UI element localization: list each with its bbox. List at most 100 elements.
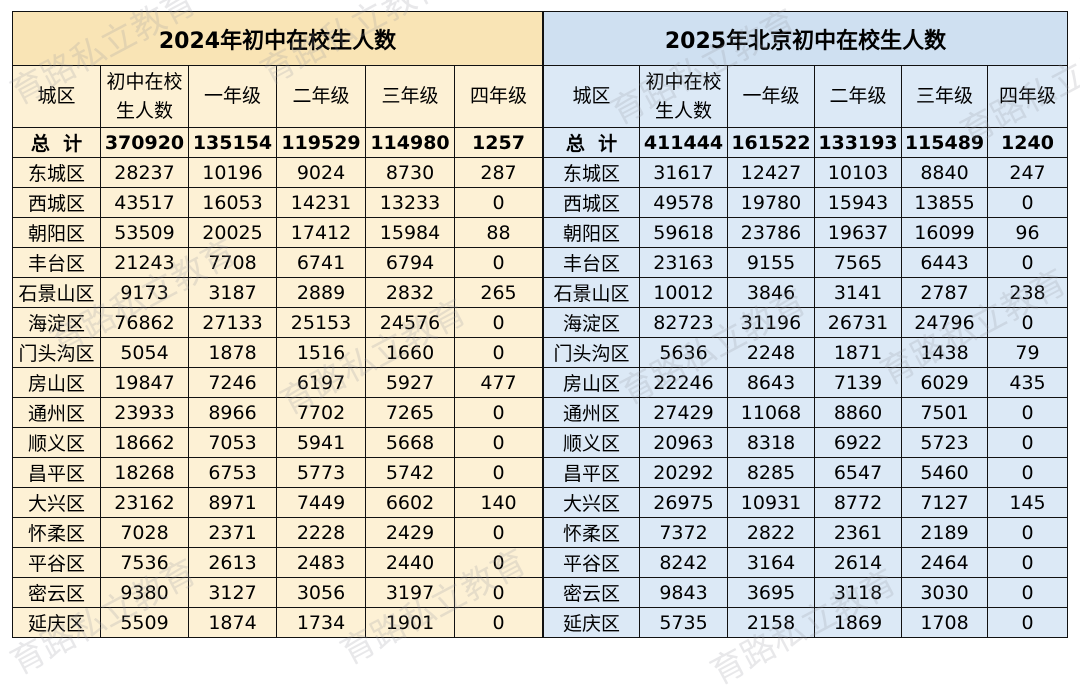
district-cell: 怀柔区	[12, 517, 101, 548]
district-cell: 大兴区	[12, 487, 101, 518]
district-cell: 丰台区	[543, 247, 640, 278]
count-cell: 7127	[901, 487, 988, 518]
total-cell: 161522	[727, 127, 815, 158]
count-cell: 6029	[901, 367, 988, 398]
column-header: 四年级	[454, 65, 543, 128]
table-row: 石景山区 10012 3846 3141 2787 238	[543, 277, 1068, 308]
count-cell: 10931	[727, 487, 815, 518]
count-cell: 8860	[814, 397, 902, 428]
table-row: 房山区 19847 7246 6197 5927 477	[12, 367, 543, 398]
count-cell: 2832	[365, 277, 455, 308]
count-cell: 247	[987, 157, 1068, 188]
count-cell: 23786	[727, 217, 815, 248]
count-cell: 0	[987, 427, 1068, 458]
count-cell: 1874	[188, 607, 277, 638]
count-cell: 0	[987, 397, 1068, 428]
district-cell: 延庆区	[543, 607, 640, 638]
count-cell: 5742	[365, 457, 455, 488]
count-cell: 17412	[276, 217, 366, 248]
count-cell: 20292	[639, 457, 728, 488]
count-cell: 7265	[365, 397, 455, 428]
district-cell: 大兴区	[543, 487, 640, 518]
count-cell: 7536	[100, 547, 189, 578]
count-cell: 9155	[727, 247, 815, 278]
count-cell: 287	[454, 157, 543, 188]
count-cell: 3056	[276, 577, 366, 608]
count-cell: 477	[454, 367, 543, 398]
district-cell: 朝阳区	[12, 217, 101, 248]
district-cell: 东城区	[543, 157, 640, 188]
count-cell: 6753	[188, 457, 277, 488]
district-cell: 顺义区	[12, 427, 101, 458]
count-cell: 10196	[188, 157, 277, 188]
count-cell: 49578	[639, 187, 728, 218]
count-cell: 25153	[276, 307, 366, 338]
table-row: 密云区 9380 3127 3056 3197 0	[12, 577, 543, 608]
table-row: 延庆区 5735 2158 1869 1708 0	[543, 607, 1068, 638]
count-cell: 59618	[639, 217, 728, 248]
count-cell: 3030	[901, 577, 988, 608]
table-row: 丰台区 23163 9155 7565 6443 0	[543, 247, 1068, 278]
count-cell: 0	[454, 337, 543, 368]
count-cell: 0	[454, 517, 543, 548]
column-header: 城区	[12, 65, 101, 128]
count-cell: 1878	[188, 337, 277, 368]
count-cell: 8730	[365, 157, 455, 188]
district-cell: 通州区	[12, 397, 101, 428]
table-row: 大兴区 23162 8971 7449 6602 140	[12, 487, 543, 518]
district-cell: 石景山区	[12, 277, 101, 308]
table-2025-title-row: 2025年北京初中在校生人数	[543, 11, 1068, 66]
table-row: 石景山区 9173 3187 2889 2832 265	[12, 277, 543, 308]
count-cell: 18662	[100, 427, 189, 458]
count-cell: 1660	[365, 337, 455, 368]
count-cell: 0	[987, 547, 1068, 578]
count-cell: 2189	[901, 517, 988, 548]
count-cell: 8966	[188, 397, 277, 428]
table-row: 通州区 27429 11068 8860 7501 0	[543, 397, 1068, 428]
count-cell: 0	[987, 607, 1068, 638]
count-cell: 7565	[814, 247, 902, 278]
count-cell: 6443	[901, 247, 988, 278]
count-cell: 2440	[365, 547, 455, 578]
count-cell: 31196	[727, 307, 815, 338]
district-cell: 西城区	[12, 187, 101, 218]
count-cell: 16053	[188, 187, 277, 218]
count-cell: 13855	[901, 187, 988, 218]
table-row: 朝阳区 53509 20025 17412 15984 88	[12, 217, 543, 248]
district-cell: 西城区	[543, 187, 640, 218]
district-cell: 平谷区	[12, 547, 101, 578]
count-cell: 28237	[100, 157, 189, 188]
count-cell: 5941	[276, 427, 366, 458]
table-row: 门头沟区 5636 2248 1871 1438 79	[543, 337, 1068, 368]
count-cell: 2361	[814, 517, 902, 548]
district-cell: 昌平区	[543, 457, 640, 488]
count-cell: 0	[454, 187, 543, 218]
table-row: 东城区 31617 12427 10103 8840 247	[543, 157, 1068, 188]
count-cell: 19780	[727, 187, 815, 218]
count-cell: 76862	[100, 307, 189, 338]
count-cell: 9380	[100, 577, 189, 608]
table-row: 朝阳区 59618 23786 19637 16099 96	[543, 217, 1068, 248]
count-cell: 6602	[365, 487, 455, 518]
total-cell: 1257	[454, 127, 543, 158]
count-cell: 19847	[100, 367, 189, 398]
count-cell: 0	[987, 187, 1068, 218]
table-row: 西城区 49578 19780 15943 13855 0	[543, 187, 1068, 218]
total-cell: 370920	[100, 127, 189, 158]
district-cell: 门头沟区	[543, 337, 640, 368]
count-cell: 7449	[276, 487, 366, 518]
count-cell: 2614	[814, 547, 902, 578]
district-cell: 房山区	[12, 367, 101, 398]
column-header: 三年级	[365, 65, 455, 128]
count-cell: 7708	[188, 247, 277, 278]
district-cell: 延庆区	[12, 607, 101, 638]
total-label: 总 计	[543, 127, 640, 158]
count-cell: 2613	[188, 547, 277, 578]
count-cell: 1869	[814, 607, 902, 638]
total-cell: 115489	[901, 127, 988, 158]
total-cell: 1240	[987, 127, 1068, 158]
district-cell: 顺义区	[543, 427, 640, 458]
table-row: 通州区 23933 8966 7702 7265 0	[12, 397, 543, 428]
table-2024-title: 2024年初中在校生人数	[12, 11, 543, 66]
table-row: 怀柔区 7028 2371 2228 2429 0	[12, 517, 543, 548]
